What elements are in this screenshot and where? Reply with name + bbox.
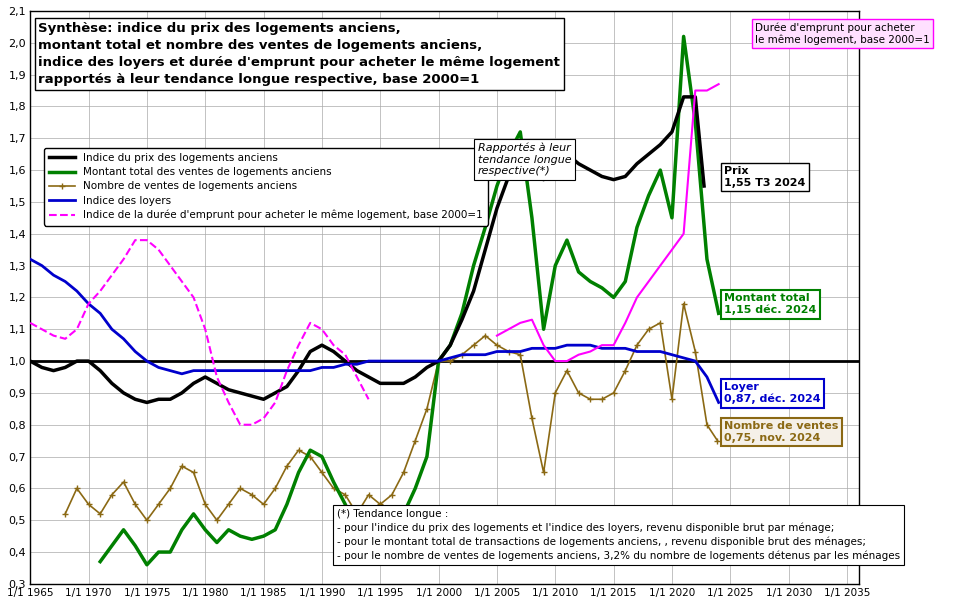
Text: Montant total
1,15 déc. 2024: Montant total 1,15 déc. 2024: [725, 293, 817, 315]
Text: Loyer
0,87, déc. 2024: Loyer 0,87, déc. 2024: [725, 382, 821, 405]
Text: Durée d'emprunt pour acheter
le même logement, base 2000=1: Durée d'emprunt pour acheter le même log…: [756, 22, 930, 45]
Text: Prix
1,55 T3 2024: Prix 1,55 T3 2024: [725, 166, 805, 188]
Text: Rapportés à leur
tendance longue
respective(*): Rapportés à leur tendance longue respect…: [477, 143, 571, 177]
Legend: Indice du prix des logements anciens, Montant total des ventes de logements anci: Indice du prix des logements anciens, Mo…: [44, 148, 489, 226]
Text: Nombre de ventes
0,75, nov. 2024: Nombre de ventes 0,75, nov. 2024: [725, 421, 839, 443]
Text: (*) Tendance longue :
- pour l'indice du prix des logements et l'indice des loye: (*) Tendance longue : - pour l'indice du…: [337, 509, 900, 561]
Text: Synthèse: indice du prix des logements anciens,
montant total et nombre des vent: Synthèse: indice du prix des logements a…: [38, 22, 561, 87]
